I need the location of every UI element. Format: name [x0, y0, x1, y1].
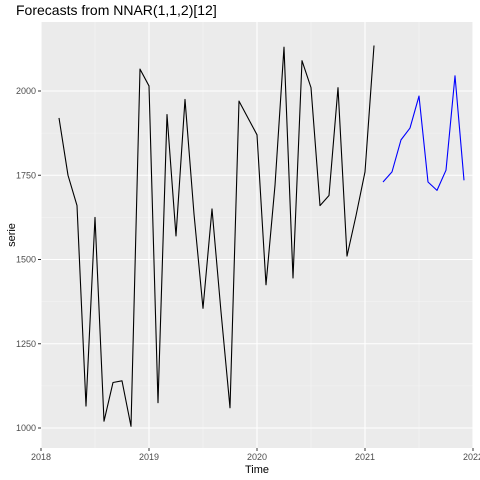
series-layer	[58, 45, 465, 427]
y-axis-title: serie	[6, 223, 18, 247]
observed-series-line	[58, 45, 375, 427]
x-tick-label: 2018	[31, 452, 51, 462]
y-tick-label: 1000	[16, 423, 36, 433]
x-axis-title: Time	[245, 464, 269, 476]
forecast-series-line	[382, 75, 465, 191]
x-axis: 2018 2019 2020 2021 2022	[31, 448, 480, 462]
chart-title: Forecasts from NNAR(1,1,2)[12]	[16, 2, 217, 18]
y-tick-label: 1250	[16, 339, 36, 349]
x-tick-label: 2022	[463, 452, 480, 462]
x-tick-label: 2021	[355, 452, 375, 462]
y-tick-label: 1750	[16, 170, 36, 180]
y-axis: 1000 1250 1500 1750 2000	[16, 86, 41, 433]
y-tick-label: 2000	[16, 86, 36, 96]
x-tick-label: 2019	[139, 452, 159, 462]
x-tick-label: 2020	[247, 452, 267, 462]
y-tick-label: 1500	[16, 255, 36, 265]
major-gridlines	[40, 22, 474, 448]
